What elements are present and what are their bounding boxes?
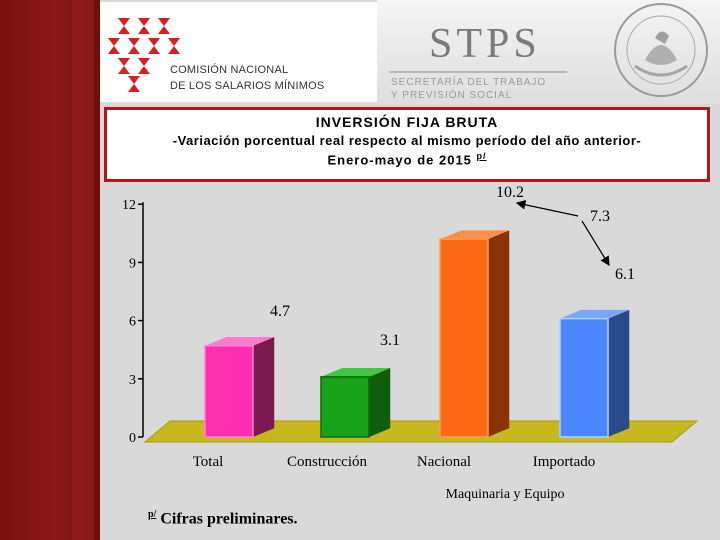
bar-top bbox=[440, 230, 510, 240]
y-tick-label: 12 bbox=[122, 198, 136, 213]
annotation-arrow-importado bbox=[581, 220, 610, 267]
bar-top bbox=[321, 368, 391, 377]
annotation-arrow-nacional bbox=[515, 200, 579, 217]
org-name-line1: COMISIÓN NACIONAL bbox=[170, 64, 289, 76]
bar-top bbox=[560, 309, 630, 319]
bar bbox=[204, 345, 254, 438]
bar-side bbox=[253, 337, 275, 437]
chart-subtitle: -Variación porcentual real respecto al m… bbox=[172, 133, 642, 148]
annotation-label: 7.3 bbox=[590, 208, 610, 225]
chart-title: INVERSIÓN FIJA BRUTA bbox=[315, 114, 499, 130]
bar-side bbox=[488, 230, 510, 437]
value-label: 10.2 bbox=[496, 184, 524, 201]
ministry-line2: Y PREVISIÓN SOCIAL bbox=[391, 90, 513, 101]
bar-top bbox=[205, 337, 275, 346]
footnote-marker: p/ bbox=[148, 509, 157, 520]
chart-period: Enero-mayo de 2015 p/ bbox=[107, 151, 707, 167]
chart-title-box: INVERSIÓN FIJA BRUTA -Variación porcentu… bbox=[104, 107, 710, 182]
category-label: Importado bbox=[533, 454, 595, 470]
cnsm-logo-icon bbox=[108, 18, 180, 92]
left-decorative-bar bbox=[0, 0, 100, 540]
chart-floor bbox=[143, 420, 699, 443]
ministry-line1: SECRETARÍA DEL TRABAJO bbox=[391, 77, 547, 88]
footnote-text: Cifras preliminares. bbox=[160, 510, 298, 528]
bar bbox=[439, 238, 489, 438]
bar-side bbox=[369, 368, 391, 437]
category-label: Construcción bbox=[287, 454, 367, 470]
ministry-divider bbox=[389, 71, 567, 73]
value-label: 3.1 bbox=[380, 332, 400, 349]
footnote: p/ Cifras preliminares. bbox=[148, 509, 298, 528]
bar-side bbox=[608, 309, 630, 437]
y-tick-label: 3 bbox=[129, 373, 136, 388]
stps-logo-panel: STPS SECRETARÍA DEL TRABAJO Y PREVISIÓN … bbox=[377, 0, 720, 104]
cnsm-logo-panel: COMISIÓN NACIONAL DE LOS SALARIOS MÍNIMO… bbox=[100, 2, 377, 102]
bar bbox=[320, 376, 370, 438]
value-label: 6.1 bbox=[615, 266, 635, 283]
bar bbox=[559, 317, 609, 438]
value-label: 4.7 bbox=[270, 303, 290, 320]
y-tick-label: 6 bbox=[129, 315, 136, 330]
y-tick-label: 9 bbox=[129, 256, 136, 271]
chart-period-text: Enero-mayo de 2015 bbox=[327, 152, 472, 168]
left-bar-strip bbox=[72, 0, 94, 540]
national-seal-icon bbox=[614, 3, 708, 97]
org-name-line2: DE LOS SALARIOS MÍNIMOS bbox=[170, 80, 325, 92]
group-label: Maquinaria y Equipo bbox=[446, 487, 565, 502]
ministry-logo-text: STPS bbox=[429, 21, 541, 67]
category-label: Nacional bbox=[417, 454, 471, 470]
category-label: Total bbox=[193, 454, 224, 470]
y-tick-label: 0 bbox=[129, 431, 136, 446]
chart-period-marker: p/ bbox=[476, 151, 487, 161]
